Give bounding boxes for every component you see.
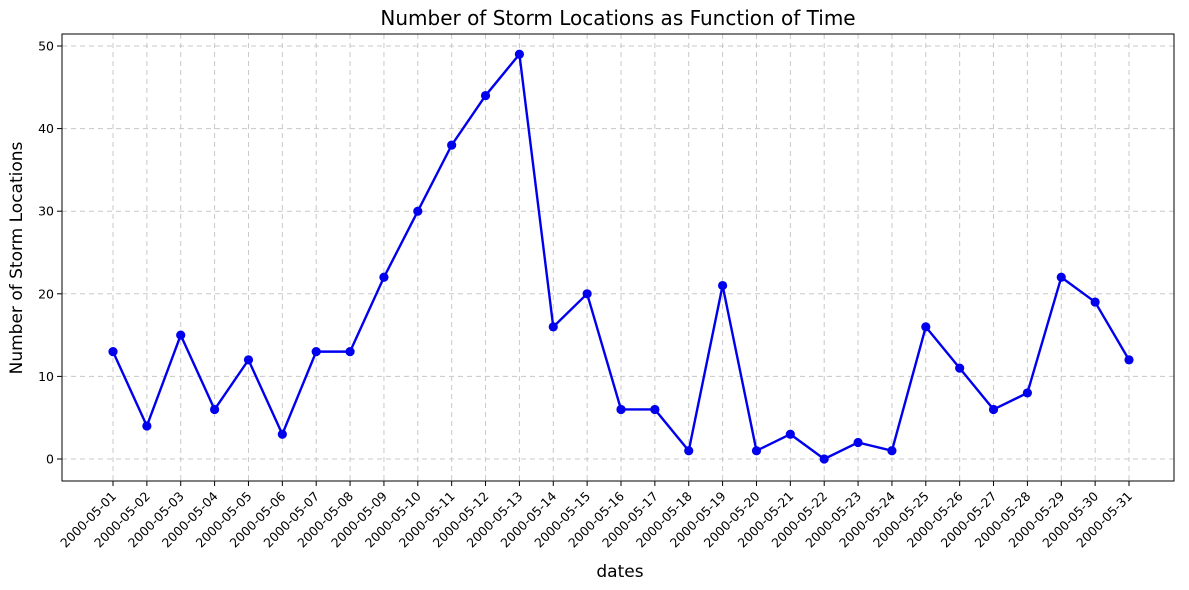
y-tick-label: 50 xyxy=(38,39,54,54)
data-point xyxy=(108,347,118,357)
data-point xyxy=(243,355,254,365)
chart-title: Number of Storm Locations as Function of… xyxy=(380,6,855,30)
data-point xyxy=(447,140,457,150)
x-axis-ticks: 2000-05-012000-05-022000-05-032000-05-04… xyxy=(57,481,1135,550)
data-point xyxy=(650,404,660,415)
data-point xyxy=(887,446,897,456)
data-point xyxy=(379,272,389,282)
data-point xyxy=(718,280,728,291)
y-tick-label: 0 xyxy=(46,452,54,467)
data-point xyxy=(548,322,558,332)
data-point xyxy=(751,446,762,456)
plot-frame xyxy=(61,33,1175,482)
data-point xyxy=(1022,388,1032,398)
data-point xyxy=(819,454,829,464)
data-point xyxy=(582,289,592,299)
y-tick-label: 20 xyxy=(38,286,54,301)
data-point xyxy=(955,363,965,373)
grid-lines xyxy=(62,34,1174,481)
data-point xyxy=(210,404,220,415)
data-point xyxy=(1056,272,1066,282)
data-point xyxy=(480,90,491,101)
data-point xyxy=(988,404,999,415)
data-point xyxy=(142,421,152,431)
data-point xyxy=(311,347,321,357)
data-series xyxy=(108,49,1134,464)
y-tick-label: 30 xyxy=(38,204,54,219)
data-point xyxy=(785,429,795,439)
y-axis-ticks: 0 10 20 30 40 50 xyxy=(38,39,62,467)
x-axis-label: dates xyxy=(596,562,643,582)
y-tick-label: 10 xyxy=(38,369,54,384)
data-point xyxy=(1124,355,1134,365)
data-point xyxy=(277,429,287,439)
data-point xyxy=(853,437,863,448)
data-point xyxy=(1090,297,1100,307)
data-point xyxy=(616,404,626,415)
y-axis-label: Number of Storm Locations xyxy=(7,141,27,374)
data-point xyxy=(514,49,525,59)
y-tick-label: 40 xyxy=(38,121,54,136)
data-point xyxy=(921,322,931,332)
data-point xyxy=(413,206,423,216)
data-point xyxy=(176,330,186,340)
data-point xyxy=(345,347,355,357)
data-point xyxy=(684,446,694,456)
